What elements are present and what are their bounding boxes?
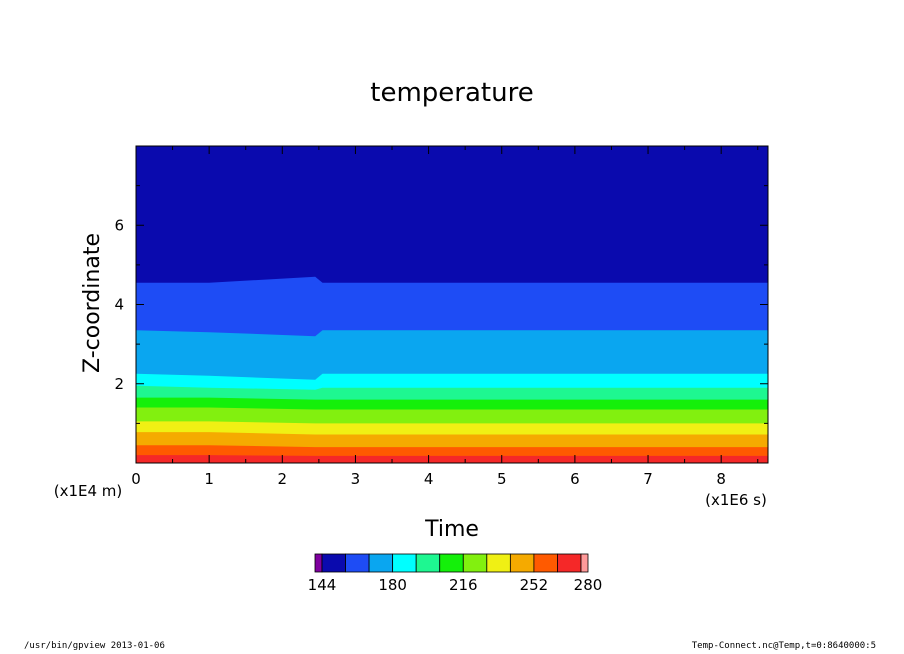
contour-field — [136, 146, 768, 463]
x-tick-label: 7 — [643, 470, 653, 488]
x-tick-label: 3 — [351, 470, 361, 488]
x-tick-label: 6 — [570, 470, 580, 488]
footer-program: /usr/bin/gpview 2013-01-06 — [24, 641, 165, 651]
x-tick-label: 1 — [204, 470, 214, 488]
x-tick-label: 0 — [131, 470, 141, 488]
axis-ticks: 0 1 2 3 4 5 6 7 8 2 4 6 — [114, 146, 768, 488]
x-tick-label: 2 — [278, 470, 288, 488]
y-axis-label: Z-coordinate — [80, 233, 105, 373]
colorbar-swatch — [415, 553, 441, 573]
x-tick-label: 8 — [716, 470, 726, 488]
y-tick-label: 2 — [114, 375, 124, 393]
colorbar-swatch — [486, 553, 511, 573]
colorbar-swatch — [439, 553, 464, 573]
x-tick-label: 5 — [497, 470, 507, 488]
x-tick-label: 4 — [424, 470, 434, 488]
x-scale-label: (x1E6 s) — [705, 491, 767, 509]
colorbar-swatch — [533, 553, 558, 573]
colorbar-swatch — [321, 553, 346, 573]
colorbar: 144 180 216 252 280 — [308, 553, 603, 594]
colorbar-tick-label: 216 — [449, 576, 478, 594]
chart-title: temperature — [370, 78, 533, 108]
y-tick-label: 6 — [114, 216, 124, 234]
band-264 — [136, 455, 768, 463]
colorbar-swatch — [368, 553, 394, 573]
colorbar-swatch — [462, 553, 488, 573]
colorbar-swatch — [509, 553, 535, 573]
colorbar-tick-label: 280 — [574, 576, 603, 594]
colorbar-under — [314, 553, 323, 573]
footer-source: Temp-Connect.nc@Temp,t=0:8640000:5 — [691, 641, 876, 651]
colorbar-swatch — [345, 553, 370, 573]
colorbar-tick-label: 144 — [308, 576, 337, 594]
colorbar-over — [580, 553, 589, 573]
y-tick-label: 4 — [114, 296, 124, 314]
colorbar-swatch — [392, 553, 417, 573]
colorbar-tick-label: 252 — [520, 576, 549, 594]
colorbar-tick-label: 180 — [378, 576, 407, 594]
y-scale-label: (x1E4 m) — [54, 482, 123, 500]
x-axis-label: Time — [424, 517, 479, 542]
colorbar-swatch — [557, 553, 582, 573]
